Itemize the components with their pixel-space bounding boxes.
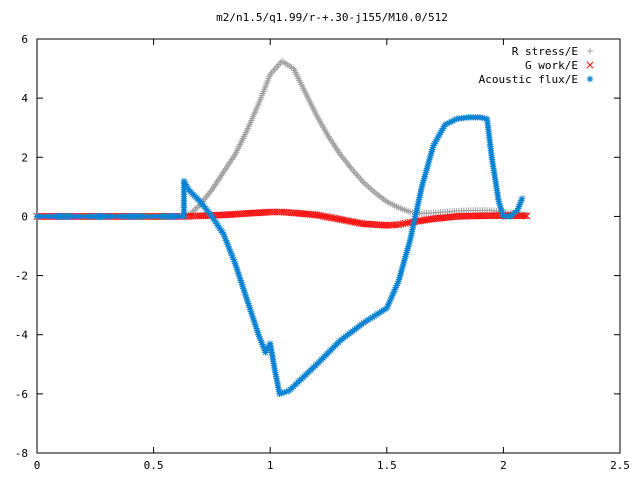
data-point	[355, 174, 363, 181]
data-point	[269, 67, 277, 75]
data-point	[523, 211, 530, 219]
data-point	[271, 66, 278, 73]
legend-marker	[586, 61, 594, 69]
data-point	[360, 179, 367, 186]
data-point	[518, 195, 526, 202]
data-point	[272, 64, 280, 72]
data-point	[347, 217, 355, 225]
series-0	[33, 57, 530, 220]
legend-marker	[586, 47, 594, 55]
data-point	[313, 211, 321, 219]
data-point	[352, 170, 360, 178]
data-point	[330, 214, 338, 222]
data-point	[363, 182, 371, 189]
x-tick-label: 2	[500, 459, 507, 472]
data-point	[229, 254, 236, 261]
data-point	[334, 215, 342, 223]
series-layer	[33, 57, 531, 398]
data-point	[340, 216, 348, 224]
data-point	[366, 185, 374, 192]
x-tick-label: 0.5	[144, 459, 164, 472]
data-point	[319, 212, 327, 220]
data-point	[345, 217, 353, 225]
data-point	[315, 211, 323, 219]
legend-label: Acoustic flux/E	[479, 73, 578, 86]
data-point	[321, 213, 329, 221]
data-point	[361, 180, 369, 188]
y-tick-label: -8	[15, 447, 28, 460]
data-point	[338, 216, 346, 224]
plot-frame	[36, 38, 621, 454]
data-point	[351, 169, 358, 176]
data-point	[328, 214, 336, 222]
data-point	[350, 167, 357, 174]
data-point	[351, 218, 359, 226]
x-tick-label: 2.5	[610, 459, 630, 472]
data-point	[195, 202, 202, 210]
data-point	[332, 215, 340, 223]
legend-marker	[586, 75, 594, 83]
data-point	[317, 212, 325, 220]
y-tick-label: 2	[21, 151, 28, 164]
x-tick-label: 0	[34, 459, 41, 472]
y-tick-label: -4	[15, 329, 29, 342]
chart-title: m2/n1.5/q1.99/r-+.30-j155/M10.0/512	[216, 11, 448, 24]
data-point	[323, 213, 331, 221]
data-point	[521, 212, 529, 220]
x-tick-label: 1	[267, 459, 274, 472]
data-point	[190, 207, 198, 214]
data-point	[274, 62, 281, 70]
data-point	[193, 204, 201, 211]
y-tick-label: -6	[15, 388, 28, 401]
data-point	[357, 175, 364, 183]
data-point	[353, 219, 361, 227]
y-tick-label: 0	[21, 210, 28, 223]
legend-label: R stress/E	[512, 45, 578, 58]
data-point	[342, 217, 351, 225]
y-tick-label: 4	[21, 92, 28, 105]
x-tick-label: 1.5	[377, 459, 397, 472]
y-tick-label: 6	[21, 33, 28, 46]
data-point	[354, 172, 361, 179]
y-tick-label: -2	[15, 270, 28, 283]
axis-ticks: 0 0.5 1 1.5 2 2.5 -8 -6 -4 -2 0 2 4 6	[15, 33, 630, 472]
data-point	[349, 218, 357, 226]
data-point	[355, 219, 363, 227]
data-point	[228, 252, 236, 259]
data-point	[523, 212, 531, 220]
data-point	[365, 183, 372, 191]
data-point	[368, 186, 376, 194]
data-point	[336, 215, 344, 223]
data-point	[192, 205, 199, 213]
data-point	[326, 213, 334, 221]
series-2	[33, 114, 526, 398]
data-point	[358, 177, 366, 184]
legend-label: G work/E	[525, 59, 578, 72]
data-point	[370, 188, 377, 195]
